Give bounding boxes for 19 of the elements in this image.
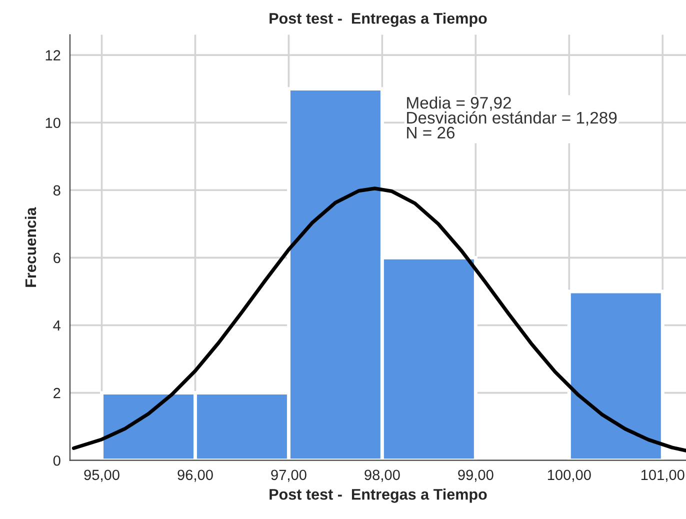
x-tick-label: 95,00 [84,470,120,482]
x-tick-label: 97,00 [271,470,306,482]
annotation: Media = 97,92 Desviación estándar = 1,289 N = 26 [407,96,617,139]
x-axis-title: Post test - Entregas a Tiempo [270,488,487,503]
x-tick-label: 101,00 [641,470,684,482]
y-axis-title: Frecuencia [24,207,36,287]
y-tick-label: 12 [46,50,60,60]
y-tick-label: 6 [54,252,60,264]
line-series [72,186,686,452]
y-tick-label: 10 [46,118,60,128]
y-tick-label: 2 [54,388,60,398]
y-tick-label: 4 [53,320,61,331]
y-tick-label: 8 [53,185,60,196]
chart-title: Post test - Entregas a Tiempo [270,12,487,27]
x-tick-label: 100,00 [548,470,591,482]
x-tick-label: 98,00 [364,470,400,482]
x-tick-label: 99,00 [458,470,494,482]
x-tick-label: 96,00 [178,470,213,482]
y-tick-label: 0 [53,455,60,466]
